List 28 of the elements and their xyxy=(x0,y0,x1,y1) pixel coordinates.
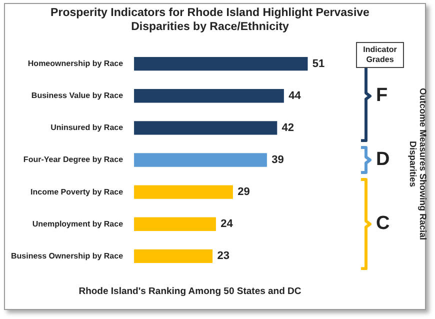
bar xyxy=(134,121,278,135)
text: Indicator Grades xyxy=(356,42,404,68)
y-tick-label: Homeownership by Race xyxy=(28,59,124,68)
data-label: 24 xyxy=(220,218,234,230)
bar xyxy=(134,89,284,103)
x-axis-title: Rhode Island's Ranking Among 50 States and DC xyxy=(78,286,302,297)
data-label: 29 xyxy=(238,186,250,198)
data-label: 23 xyxy=(217,250,230,262)
y-tick-label: Income Poverty by Race xyxy=(30,187,124,196)
text: Outcome Measures Showing Racial Disparities xyxy=(408,86,428,242)
data-label: 42 xyxy=(282,122,294,134)
bar xyxy=(134,185,233,199)
y-tick-label: Business Value by Race xyxy=(31,91,124,100)
data-label: 44 xyxy=(288,90,302,102)
chart-title: Prosperity Indicators for Rhode Island Highlight Pervasive Disparities by Race/Ethnicity xyxy=(50,6,370,34)
data-label: 39 xyxy=(272,154,284,166)
text: F xyxy=(376,84,388,107)
y-tick-label: Unemployment by Race xyxy=(32,219,124,228)
y-tick-label: Business Ownership by Race xyxy=(10,251,124,260)
bar xyxy=(134,249,213,263)
bar xyxy=(134,153,267,167)
data-label: 51 xyxy=(312,58,325,70)
bar xyxy=(134,217,216,231)
bar xyxy=(134,57,308,71)
y-tick-label: Four-Year Degree by Race xyxy=(23,155,124,164)
y-tick-label: Uninsured by Race xyxy=(50,123,124,132)
text: C xyxy=(376,213,390,236)
text: D xyxy=(376,149,390,171)
